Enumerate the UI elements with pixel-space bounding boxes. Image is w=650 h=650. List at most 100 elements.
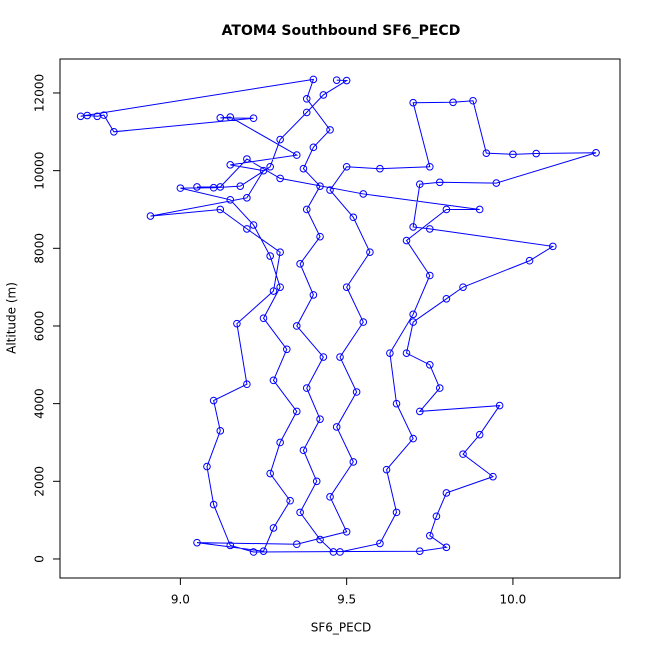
data-point: [459, 450, 467, 458]
data-point: [243, 194, 251, 202]
data-point: [233, 319, 241, 328]
data-point: [525, 256, 534, 265]
data-point: [216, 114, 225, 122]
data-point: [425, 162, 434, 171]
data-point: [416, 180, 424, 189]
y-tick-label: 12000: [33, 74, 47, 112]
data-point: [269, 376, 278, 385]
data-point: [110, 128, 118, 136]
data-point: [259, 166, 268, 175]
data-point: [409, 310, 417, 319]
data-point: [342, 527, 351, 536]
data-point: [319, 91, 328, 99]
data-point: [243, 155, 251, 163]
data-point: [296, 508, 304, 517]
data-point: [435, 384, 444, 392]
data-point: [532, 149, 540, 158]
data-point: [349, 458, 358, 466]
data-point: [269, 524, 278, 532]
data-point: [509, 150, 517, 159]
data-point: [386, 349, 394, 357]
data-point: [302, 205, 311, 214]
data-point: [342, 76, 351, 85]
data-point: [302, 384, 311, 392]
data-point: [249, 114, 258, 123]
data-point: [243, 380, 251, 389]
data-point: [409, 98, 417, 107]
data-point: [249, 221, 258, 229]
data-point: [292, 322, 301, 330]
data-point: [392, 399, 401, 408]
data-point: [352, 388, 361, 396]
data-point: [299, 164, 308, 173]
data-point: [475, 205, 484, 214]
data-point: [336, 548, 344, 556]
data-point: [409, 318, 417, 326]
data-point: [402, 349, 411, 357]
data-point: [332, 76, 341, 84]
data-line: [80, 78, 597, 553]
data-point: [226, 541, 235, 550]
data-point: [226, 161, 235, 169]
data-point: [286, 496, 294, 505]
data-point: [193, 183, 201, 191]
data-point: [359, 318, 368, 326]
data-point: [276, 283, 284, 291]
data-point: [469, 96, 477, 105]
data-point: [226, 195, 235, 204]
data-point: [302, 95, 311, 103]
data-point: [459, 283, 467, 291]
plot-frame: [59, 58, 621, 579]
data-point: [342, 283, 351, 291]
data-point: [309, 143, 318, 152]
data-point: [442, 205, 451, 214]
data-point: [203, 462, 211, 471]
data-point: [409, 223, 417, 231]
y-axis-label: Altitude (m): [5, 282, 19, 354]
data-point: [425, 531, 434, 540]
data-point: [216, 183, 225, 191]
data-point: [495, 401, 504, 410]
data-point: [492, 179, 501, 187]
data-point: [482, 149, 491, 157]
data-point: [193, 538, 201, 547]
data-point: [425, 361, 434, 369]
data-point: [276, 174, 284, 183]
chart-title: ATOM4 Southbound SF6_PECD: [222, 23, 461, 39]
data-point: [292, 407, 301, 416]
data-point: [376, 164, 384, 173]
data-point: [259, 547, 268, 556]
y-tick-label: 6000: [33, 311, 47, 342]
data-point: [176, 184, 185, 192]
data-point: [319, 353, 328, 361]
data-point: [489, 472, 497, 481]
data-point: [416, 407, 424, 416]
data-point: [296, 260, 304, 268]
data-point: [449, 98, 457, 107]
data-point: [425, 225, 434, 233]
x-tick-label: 9.0: [171, 593, 190, 607]
data-point: [366, 248, 374, 256]
data-point: [336, 353, 344, 361]
data-point: [402, 236, 411, 245]
data-point: [592, 148, 600, 157]
data-point: [93, 112, 102, 121]
y-tick-label: 8000: [33, 233, 47, 264]
data-point: [276, 248, 284, 256]
y-tick-label: 10000: [33, 152, 47, 190]
y-tick-label: 2000: [33, 466, 47, 497]
data-point: [309, 291, 318, 299]
data-point: [359, 190, 368, 198]
data-point: [266, 252, 274, 260]
data-point: [432, 512, 441, 521]
data-point: [226, 113, 235, 121]
data-point: [549, 242, 557, 251]
data-point: [216, 205, 225, 214]
data-point: [392, 508, 401, 517]
data-point: [382, 465, 391, 474]
data-point: [243, 225, 251, 233]
data-point: [299, 446, 308, 455]
data-point: [316, 415, 324, 423]
data-point: [326, 126, 334, 134]
